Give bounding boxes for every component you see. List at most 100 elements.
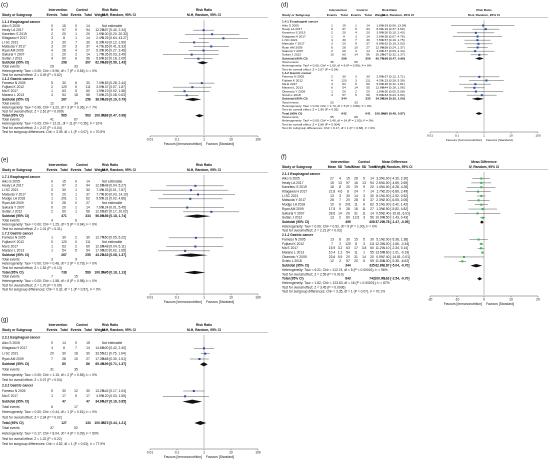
column-group: Control	[76, 323, 88, 327]
table-cell: 10.9%	[375, 216, 384, 220]
effect-title: Risk Ratio	[102, 163, 118, 167]
forest-panel: (g) Intervention Control Risk Ratio Risk Rat…	[1, 318, 268, 459]
table-cell: 27	[86, 48, 90, 52]
effect-square	[474, 50, 477, 53]
effect-square	[480, 203, 483, 206]
table-cell: 27	[370, 207, 374, 211]
ci-text: 0.23 [0.08, 0.63]	[102, 93, 126, 97]
subtotal-label: Subtotal (95% CI)	[282, 97, 308, 101]
table-cell: 3.8	[362, 246, 367, 250]
table-cell: 28	[346, 207, 350, 211]
table-cell: 30	[366, 38, 370, 42]
favours-label: Favours [Standard]	[206, 300, 234, 304]
table-cell: 6	[51, 405, 53, 409]
text-label: Total events	[282, 115, 299, 119]
table-cell: 30	[62, 352, 66, 356]
table-cell: 57	[342, 93, 346, 97]
table-cell: 20	[62, 205, 66, 209]
table-cell: 10	[74, 357, 78, 361]
effect-square	[473, 86, 476, 89]
table-cell: 3	[51, 257, 53, 261]
ci-text: 0.56 [0.18, 1.74]	[102, 214, 126, 218]
table-cell: 14	[86, 179, 90, 183]
ci-text: 1.85 [0.41, 8.33]	[102, 44, 126, 48]
table-cell: 55	[366, 86, 370, 90]
table-cell: 14	[62, 341, 66, 345]
favours-label: Favours [Standard]	[486, 302, 514, 306]
table-cell: 54	[346, 250, 350, 254]
text-label: Heterogeneity: Tau² = 0.00; Chi² = 0.92,…	[282, 224, 377, 228]
favours-label: Favours [Immunonutrition]	[444, 302, 482, 306]
table-cell: 3	[339, 194, 341, 198]
table-cell: 31	[354, 211, 358, 215]
table-cell: 335	[365, 97, 370, 101]
text-label: Test for overall effect: Z = 1.52 (P = 0…	[2, 266, 62, 270]
table-cell: 56	[366, 53, 370, 57]
ci-text: 0.67 [0.32, 1.37]	[382, 53, 405, 57]
table-cell: 14	[86, 24, 90, 28]
table-cell: 1	[75, 32, 77, 36]
ci-text: 0.68 [0.47, 0.98]	[102, 114, 126, 118]
table-cell: 60	[366, 82, 370, 86]
favours-label: Favours [Immunonutrition]	[164, 300, 202, 304]
table-cell: 0	[75, 240, 77, 244]
text-label: Test for overall effect: Z = 3.45 (P = 0…	[282, 285, 345, 289]
table-cell: 127	[61, 421, 67, 425]
ci-text: 1.11 [0.75, 1.64]	[102, 352, 126, 356]
study-label: Li SC 2021	[2, 40, 18, 44]
ci-text: 0.99 [0.71, 1.37]	[102, 362, 126, 366]
table-cell: 3	[51, 36, 53, 40]
table-cell: 5	[355, 27, 357, 31]
table-cell: 30	[62, 188, 66, 192]
effect-square	[476, 39, 479, 42]
ci-text: 0.37 [0.07, 1.87]	[102, 85, 126, 89]
table-cell: 471	[61, 214, 67, 218]
table-cell: 62.0%	[95, 61, 104, 65]
effect-method: M-H, Random, 95% CI	[187, 168, 221, 172]
ci-text: -7.40 [-14.81, 0.01]	[382, 255, 410, 259]
table-cell: 9	[339, 207, 341, 211]
table-cell: 111	[366, 78, 371, 82]
study-label: Marano L 2013	[282, 86, 303, 90]
x-tick-label: 1	[483, 133, 485, 137]
effect-square	[481, 208, 484, 211]
group-label: 1.7.2 Gastric cancer	[2, 231, 34, 235]
effect-square	[461, 260, 464, 263]
table-cell: 3	[75, 44, 77, 48]
table-cell: 30	[342, 38, 346, 42]
study-label: Mudge LA 2018	[2, 197, 25, 201]
group-label: 2.3.1 Esophageal cancer	[2, 336, 41, 340]
text-label: Heterogeneity: Tau² = 6.21; Chi² = 112.7…	[282, 268, 388, 272]
table-cell: 35	[330, 60, 334, 64]
effect-diamond	[174, 253, 208, 257]
table-cell: 6	[75, 81, 77, 85]
effect-square	[478, 53, 481, 56]
table-cell: 2	[339, 216, 341, 220]
table-cell: 1	[51, 197, 53, 201]
column-group: Control	[356, 8, 367, 12]
table-cell: 13.5	[353, 216, 360, 220]
ci-text: 0.47 [0.09, 2.44]	[382, 49, 405, 53]
x-tick-label: 0.1	[175, 450, 180, 454]
subtotal-label: Subtotal (95% CI)	[2, 97, 29, 101]
table-cell: 10	[354, 45, 358, 49]
effect-method: M-H, Random, 95% CI	[187, 13, 221, 17]
table-cell: 6.6%	[376, 42, 383, 46]
x-tick-label: 10	[229, 295, 233, 299]
study-label: Matsuda Y 2017	[2, 192, 26, 196]
table-cell: 30	[366, 75, 370, 79]
table-cell: 2	[331, 31, 333, 35]
table-cell: 15	[346, 176, 350, 180]
table-cell: 54	[342, 86, 346, 90]
subtotal-label: Subtotal (95% CI)	[2, 400, 29, 404]
text-label: Heterogeneity: Tau² = 0.00; Chi² = 1.25,…	[2, 223, 97, 227]
table-cell: 743	[369, 277, 375, 281]
subtotal-label: Subtotal (95% CI)	[282, 264, 309, 268]
study-label: Healy LA 2017	[282, 27, 302, 31]
table-cell: 41	[50, 118, 54, 122]
ci-text: 0.39 [0.19, 0.79]	[102, 97, 126, 101]
x-tick-label: 100	[255, 137, 261, 141]
effect-square	[477, 42, 480, 45]
group-label: 2.3.2 Gastric cancer	[2, 384, 34, 388]
